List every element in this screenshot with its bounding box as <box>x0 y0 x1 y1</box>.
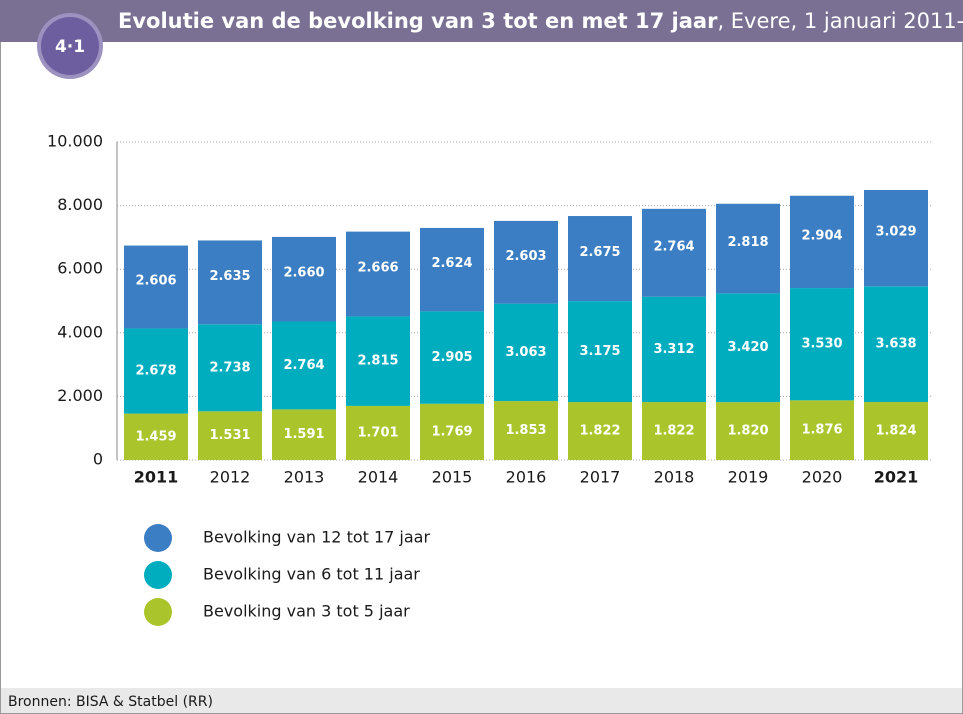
data-label: 1.824 <box>875 423 916 438</box>
data-label: 1.769 <box>431 424 472 439</box>
legend-label: Bevolking van 6 tot 11 jaar <box>203 565 420 584</box>
legend-swatch <box>144 524 172 552</box>
legend-swatch <box>144 598 172 626</box>
y-tick-label: 0 <box>93 450 103 469</box>
chart-title: Evolutie van de bevolking van 3 tot en m… <box>118 9 963 33</box>
title: Evolutie van de bevolking van 3 tot en m… <box>118 9 718 33</box>
y-tick-label: 10.000 <box>47 132 103 151</box>
bar-segment <box>568 216 632 302</box>
x-tick-label: 2013 <box>284 468 325 487</box>
data-label: 2.905 <box>431 350 472 365</box>
data-label: 1.822 <box>579 424 620 439</box>
data-label: 1.820 <box>727 424 768 439</box>
bar-segment <box>494 220 558 304</box>
bar-segment <box>716 293 780 403</box>
legend-swatch <box>144 561 172 589</box>
bar-segment <box>790 400 854 460</box>
badge <box>41 17 99 75</box>
x-tick-label: 2011 <box>134 468 179 487</box>
bar-segment <box>198 240 262 325</box>
bar-segment <box>642 208 706 297</box>
bar-segment <box>864 189 928 287</box>
data-label: 2.678 <box>135 364 176 379</box>
data-label: 2.764 <box>653 239 694 254</box>
data-label: 1.591 <box>283 427 324 442</box>
bar-segment <box>420 311 484 404</box>
data-label: 2.675 <box>579 245 620 260</box>
data-label: 1.853 <box>505 423 546 438</box>
data-label: 2.904 <box>801 228 842 243</box>
y-tick-label: 6.000 <box>57 259 103 278</box>
data-label: 2.660 <box>283 266 324 281</box>
x-tick-label: 2015 <box>432 468 473 487</box>
bar-segment <box>568 402 632 460</box>
bar-segment <box>568 301 632 403</box>
bar-segment <box>864 401 928 460</box>
data-label: 3.530 <box>801 337 842 352</box>
data-label: 3.029 <box>875 225 916 240</box>
legend-label: Bevolking van 3 tot 5 jaar <box>203 602 410 621</box>
bar-segment <box>642 296 706 403</box>
data-label: 2.738 <box>209 360 250 375</box>
data-label: 1.876 <box>801 423 842 438</box>
x-tick-label: 2014 <box>358 468 399 487</box>
header-bar <box>0 0 963 42</box>
y-tick-label: 4.000 <box>57 322 103 341</box>
bar-segment <box>198 324 262 412</box>
bar-segment <box>790 195 854 289</box>
legend-label: Bevolking van 12 tot 17 jaar <box>203 528 430 547</box>
bar-segment <box>864 286 928 402</box>
footer <box>1 688 962 713</box>
data-label: 2.624 <box>431 256 472 271</box>
bar-segment <box>346 405 410 460</box>
data-label: 1.701 <box>357 425 398 440</box>
bar-segment <box>124 245 188 329</box>
bar-segment <box>642 402 706 460</box>
data-label: 2.603 <box>505 249 546 264</box>
bar-segment <box>198 411 262 460</box>
subtitle: , Evere, 1 januari 2011-2021 <box>717 9 963 33</box>
bar-segment <box>272 409 336 460</box>
bar-segment <box>124 413 188 460</box>
x-tick-label: 2021 <box>874 468 919 487</box>
data-label: 3.420 <box>727 340 768 355</box>
data-label: 3.175 <box>579 344 620 359</box>
badge-label: 4·1 <box>55 37 85 57</box>
x-tick-label: 2018 <box>654 468 695 487</box>
bar-segment <box>494 401 558 460</box>
x-tick-label: 2012 <box>210 468 251 487</box>
bar-segment <box>790 288 854 401</box>
x-tick-label: 2017 <box>580 468 621 487</box>
bar-segment <box>716 402 780 460</box>
bar-segment <box>420 403 484 460</box>
bar-segment <box>124 328 188 414</box>
data-label: 1.531 <box>209 428 250 443</box>
data-label: 2.815 <box>357 354 398 369</box>
data-label: 2.764 <box>283 358 324 373</box>
data-label: 2.818 <box>727 235 768 250</box>
data-label: 2.606 <box>135 274 176 289</box>
data-label: 2.666 <box>357 261 398 276</box>
bar-segment <box>346 231 410 317</box>
data-label: 3.312 <box>653 342 694 357</box>
source: Bronnen: BISA & Statbel (RR) <box>8 694 213 710</box>
y-tick-label: 2.000 <box>57 386 103 405</box>
data-label: 1.459 <box>135 429 176 444</box>
data-label: 3.063 <box>505 345 546 360</box>
bar-segment <box>494 303 558 402</box>
data-label: 1.822 <box>653 424 694 439</box>
data-label: 3.638 <box>875 337 916 352</box>
bar-segment <box>272 236 336 322</box>
bar-segment <box>346 316 410 406</box>
data-label: 2.635 <box>209 269 250 284</box>
bar-segment <box>716 203 780 294</box>
x-tick-label: 2019 <box>728 468 769 487</box>
y-tick-label: 8.000 <box>57 195 103 214</box>
x-tick-label: 2020 <box>802 468 843 487</box>
bar-segment <box>272 321 336 410</box>
x-tick-label: 2016 <box>506 468 547 487</box>
bar-segment <box>420 227 484 312</box>
